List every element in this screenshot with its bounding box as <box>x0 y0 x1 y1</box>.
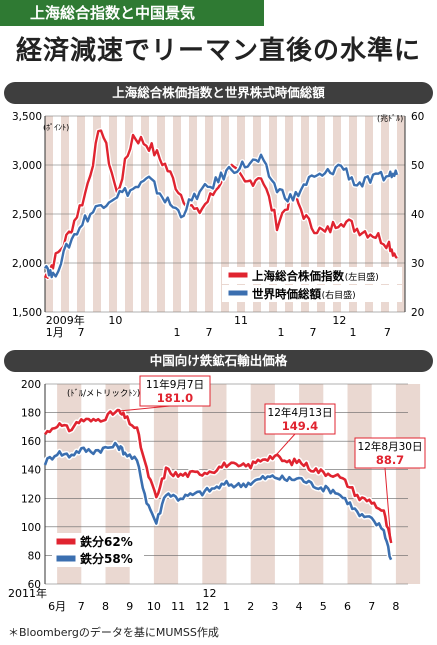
chart1-title: 上海総合株価指数と世界株式時価総額 <box>4 82 433 104</box>
right-tick-label: 20 <box>411 307 424 319</box>
right-tick-label: 40 <box>411 209 424 221</box>
x-tick-label: 4 <box>296 600 303 613</box>
chart2-title: 中国向け鉄鉱石輸出価格 <box>4 350 433 372</box>
x-tick-label: 6 <box>344 600 351 613</box>
annotation-value: 149.4 <box>282 419 318 433</box>
y-tick-label: 140 <box>21 465 41 477</box>
x-tick-label: 1 <box>278 326 285 339</box>
x-tick-label: 2011年 <box>8 586 47 600</box>
month-band <box>347 384 372 584</box>
left-tick-label: 3,000 <box>12 160 42 172</box>
x-tick-label: 1月 <box>46 326 64 339</box>
chart1-stock-index: 3,500 3,000 2,500 2,000 1,500 60 50 40 30 20 (ﾎﾟｲﾝ… <box>12 111 424 339</box>
x-tick-label: 1 <box>350 326 357 339</box>
right-unit: (兆ﾄﾞﾙ) <box>377 113 403 123</box>
annotation-box <box>264 403 336 435</box>
legend-bg <box>52 550 144 567</box>
headline: 経済減速でリーマン直後の水準に <box>15 36 421 66</box>
legend-swatch <box>55 537 77 546</box>
y-tick-label: 100 <box>21 522 41 534</box>
x-tick-label: 2009年 <box>46 313 85 327</box>
topic-tag: 上海総合指数と中国景気 <box>0 0 264 26</box>
series-line-fe58 <box>43 441 393 561</box>
annotation-date: 12年8月30日 <box>358 440 423 453</box>
right-tick-label: 60 <box>411 111 424 123</box>
y-tick-label: 120 <box>21 493 41 505</box>
legend-note: (左目盛) <box>345 271 379 283</box>
annotation-date: 12年4月13日 <box>268 406 333 419</box>
right-tick-label: 30 <box>411 258 424 270</box>
x-tick-label: 10 <box>147 600 161 613</box>
legend-note: (右目盛) <box>322 289 356 301</box>
unit-label: (ﾄﾞﾙ/メトリックﾄﾝ) <box>67 389 140 399</box>
left-unit: (ﾎﾟｲﾝﾄ) <box>43 123 69 132</box>
chart2-iron-ore: 200 180 160 140 120 100 80 60 (ﾄﾞﾙ/メトリックﾄﾝ) 2011年… <box>8 375 426 613</box>
legend-bg <box>222 267 402 284</box>
x-tick-label: 7 <box>384 326 391 339</box>
source-note: ＊Bloombergのデータを基にMUMSS作成 <box>8 626 219 639</box>
legend-label: 世界時価総額 <box>252 287 321 301</box>
y-tick-label: 200 <box>21 379 41 391</box>
x-tick-label: 12 <box>195 600 209 613</box>
annotation-box <box>354 437 426 469</box>
left-tick-label: 3,500 <box>12 111 42 123</box>
x-tick-label: 1 <box>223 600 230 613</box>
month-band <box>153 384 179 584</box>
left-tick-label: 2,000 <box>12 258 42 270</box>
x-year-label: 12 <box>203 587 217 600</box>
legend-swatch <box>227 271 249 279</box>
x-tick-label: 3 <box>271 600 278 613</box>
legend-label: 鉄分58% <box>80 551 133 566</box>
y-tick-label: 80 <box>28 550 41 562</box>
annotation-date: 11年9月7日 <box>146 378 204 391</box>
legend-bg <box>222 285 402 302</box>
y-tick-label: 180 <box>21 408 41 420</box>
series-line-fe62 <box>43 408 393 544</box>
legend-label: 鉄分62% <box>80 534 133 549</box>
x-tick-label: 7 <box>206 326 213 339</box>
x-tick-label: 5 <box>320 600 327 613</box>
legend-label: 上海総合株価指数 <box>252 269 344 283</box>
annotation-value: 88.7 <box>376 453 404 467</box>
x-tick-label: 7 <box>310 326 317 339</box>
y-tick-label: 60 <box>28 579 41 591</box>
x-tick-label: 2 <box>247 600 254 613</box>
x-tick-label: 7 <box>368 600 375 613</box>
series-line-shanghai <box>43 129 398 279</box>
annotation-value: 181.0 <box>157 391 193 405</box>
annotation-leader <box>117 405 171 412</box>
month-band <box>395 384 421 584</box>
x-tick-label: 7 <box>78 326 85 339</box>
x-tick-label: 6月 <box>48 600 66 613</box>
legend-bg <box>52 533 144 550</box>
x-tick-label: 9 <box>126 600 133 613</box>
right-tick-label: 50 <box>411 160 424 172</box>
x-tick-label: 10 <box>108 314 122 327</box>
x-tick-label: 8 <box>392 600 399 613</box>
x-tick-label: 1 <box>174 326 181 339</box>
legend-swatch <box>227 289 249 297</box>
annotation-leader <box>274 433 296 457</box>
x-tick-label: 12 <box>332 314 346 327</box>
series-line-world-cap <box>43 153 399 279</box>
x-tick-label: 11 <box>234 314 248 327</box>
x-tick-label: 8 <box>102 600 109 613</box>
annotation-leader <box>384 467 392 544</box>
left-tick-label: 2,500 <box>12 209 42 221</box>
left-tick-label: 1,500 <box>12 307 42 319</box>
y-tick-label: 160 <box>21 436 41 448</box>
legend-swatch <box>55 554 77 563</box>
x-tick-label: 11 <box>171 600 185 613</box>
x-tick-label: 7 <box>78 600 85 613</box>
annotation-box <box>139 375 211 407</box>
